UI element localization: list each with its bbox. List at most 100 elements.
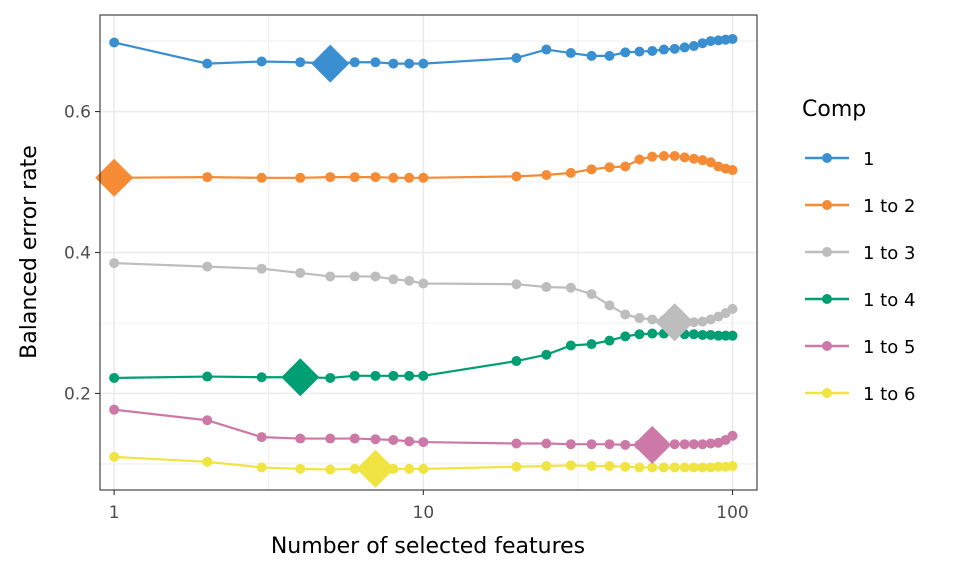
x-tick-label: 10 xyxy=(413,503,435,523)
data-point xyxy=(325,372,336,383)
data-point xyxy=(256,56,267,67)
data-point xyxy=(109,404,120,415)
legend-label: 1 xyxy=(863,149,874,170)
data-point xyxy=(202,456,213,467)
data-point xyxy=(541,461,552,472)
data-point xyxy=(109,372,120,383)
data-point xyxy=(679,152,690,163)
data-point xyxy=(586,50,597,61)
data-point xyxy=(669,43,680,54)
data-point xyxy=(349,370,360,381)
x-tick-label: 1 xyxy=(109,503,120,523)
data-point xyxy=(669,439,680,450)
y-tick-label: 0.4 xyxy=(64,244,91,264)
legend-label: 1 to 4 xyxy=(863,290,915,311)
data-point xyxy=(295,267,306,278)
data-point xyxy=(727,165,738,176)
data-point xyxy=(647,314,658,325)
data-point xyxy=(404,463,415,474)
data-point xyxy=(388,58,399,69)
data-point xyxy=(541,44,552,55)
data-point xyxy=(370,370,381,381)
data-point xyxy=(620,439,631,450)
data-point xyxy=(713,35,724,46)
data-point xyxy=(404,436,415,447)
data-point xyxy=(634,329,645,340)
data-point xyxy=(541,169,552,180)
data-point xyxy=(620,331,631,342)
data-point xyxy=(541,282,552,293)
data-point xyxy=(705,438,716,449)
data-point xyxy=(565,340,576,351)
legend-key-point xyxy=(822,388,832,398)
data-point xyxy=(634,154,645,165)
data-point xyxy=(370,434,381,445)
optimal-marker xyxy=(281,358,320,397)
data-point xyxy=(325,433,336,444)
data-point xyxy=(109,37,120,48)
data-point xyxy=(586,339,597,350)
data-point xyxy=(418,278,429,289)
data-point xyxy=(109,451,120,462)
data-point xyxy=(388,274,399,285)
data-point xyxy=(705,314,716,325)
data-point xyxy=(620,161,631,172)
y-tick-label: 0.6 xyxy=(64,103,91,123)
data-point xyxy=(109,258,120,269)
data-point xyxy=(688,462,699,473)
data-point xyxy=(713,461,724,472)
data-point xyxy=(604,50,615,61)
data-point xyxy=(349,57,360,68)
data-point xyxy=(697,462,708,473)
data-point xyxy=(325,271,336,282)
data-point xyxy=(705,329,716,340)
data-point xyxy=(688,153,699,164)
data-point xyxy=(404,172,415,183)
data-point xyxy=(669,150,680,161)
data-point xyxy=(586,439,597,450)
data-point xyxy=(679,462,690,473)
data-point xyxy=(370,172,381,183)
legend-label: 1 to 2 xyxy=(863,196,915,217)
data-point xyxy=(620,461,631,472)
legend-title: Comp xyxy=(802,97,866,122)
optimal-marker xyxy=(311,44,350,83)
data-point xyxy=(697,38,708,49)
data-point xyxy=(658,44,669,55)
data-point xyxy=(604,300,615,311)
data-point xyxy=(727,330,738,341)
optimal-marker xyxy=(655,303,694,342)
data-point xyxy=(658,150,669,161)
optimal-markers xyxy=(95,44,694,488)
data-point xyxy=(349,433,360,444)
data-point xyxy=(647,462,658,473)
data-point xyxy=(541,438,552,449)
data-point xyxy=(511,438,522,449)
data-point xyxy=(688,317,699,328)
data-point xyxy=(418,437,429,448)
data-point xyxy=(541,349,552,360)
data-point xyxy=(697,155,708,166)
data-point xyxy=(511,356,522,367)
data-point xyxy=(349,271,360,282)
y-tick-label: 0.2 xyxy=(64,384,91,404)
data-point xyxy=(688,41,699,52)
legend-label: 1 to 3 xyxy=(863,243,915,264)
data-point xyxy=(418,370,429,381)
data-point xyxy=(511,171,522,182)
data-point xyxy=(658,462,669,473)
data-point xyxy=(705,462,716,473)
data-point xyxy=(388,434,399,445)
data-point xyxy=(388,172,399,183)
data-point xyxy=(604,335,615,346)
data-point xyxy=(349,463,360,474)
data-point xyxy=(604,461,615,472)
data-point xyxy=(325,464,336,475)
y-axis: 0.2 0.4 0.6 xyxy=(64,103,100,404)
data-point xyxy=(325,172,336,183)
data-point xyxy=(565,167,576,178)
x-axis-title: Number of selected features xyxy=(271,534,585,559)
data-point xyxy=(697,316,708,327)
data-point xyxy=(586,164,597,175)
